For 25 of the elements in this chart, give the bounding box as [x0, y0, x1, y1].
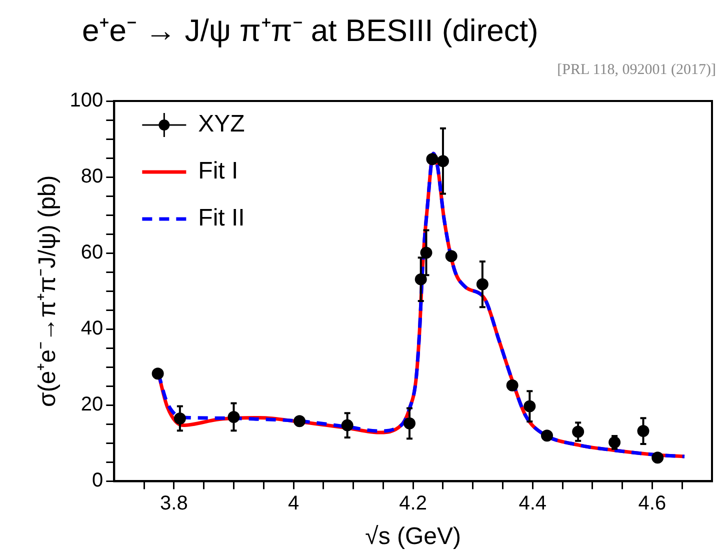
legend-label: Fit I: [198, 158, 238, 185]
y-tick-label: 20: [80, 394, 104, 416]
x-axis-title: √s (GeV): [365, 523, 462, 550]
point: [445, 250, 458, 262]
y-tick-label: 100: [70, 90, 104, 112]
chart-title: e⁺e⁻ → J/ψ π⁺π⁻ at BESIII (direct): [82, 12, 538, 50]
point: [506, 379, 518, 392]
point: [652, 452, 664, 464]
x-tick-label: 4.4: [518, 492, 547, 515]
legend-label: XYZ: [198, 110, 245, 138]
x-tick-label: 4.6: [638, 492, 666, 515]
legend-label: Fit II: [198, 204, 245, 232]
point: [152, 368, 164, 380]
x-tick-label: 4.2: [399, 492, 427, 515]
y-tick-label: 80: [80, 166, 104, 188]
y-tick-label: 60: [80, 242, 104, 264]
point: [426, 153, 438, 166]
y-tick-label: 0: [92, 470, 104, 492]
y-tick-label: 40: [80, 318, 104, 340]
x-tick-label: 4: [288, 492, 300, 515]
x-tick-label: 3.8: [160, 492, 188, 515]
point: [541, 430, 553, 442]
point: [293, 415, 306, 428]
text: [PRL 118, 092001 (2017)]: [557, 62, 716, 79]
y-axis-title: σ(e⁺e⁻→π⁺π⁻J/ψ) (pb): [34, 175, 62, 407]
